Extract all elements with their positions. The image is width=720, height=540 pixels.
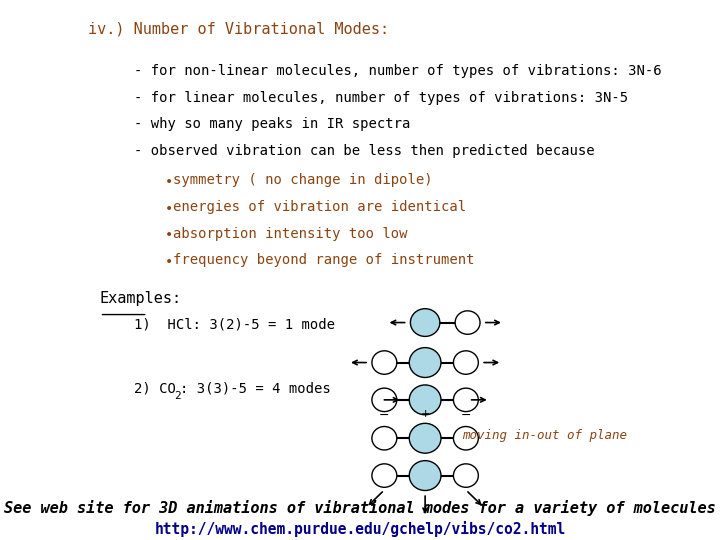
Circle shape <box>372 388 397 411</box>
Circle shape <box>454 351 478 374</box>
Text: •: • <box>165 175 173 189</box>
Text: 2: 2 <box>174 391 181 401</box>
Circle shape <box>372 427 397 450</box>
Text: •: • <box>165 255 173 269</box>
Text: Examples:: Examples: <box>99 291 181 306</box>
Text: - for linear molecules, number of types of vibrations: 3N-5: - for linear molecules, number of types … <box>133 91 628 105</box>
Circle shape <box>409 348 441 377</box>
Text: moving in-out of plane: moving in-out of plane <box>462 429 627 442</box>
Circle shape <box>410 309 440 336</box>
Text: symmetry ( no change in dipole): symmetry ( no change in dipole) <box>173 173 433 187</box>
Text: 2) CO: 2) CO <box>133 381 176 395</box>
Text: −: − <box>461 409 471 422</box>
Text: •: • <box>165 201 173 215</box>
Circle shape <box>409 385 441 415</box>
Circle shape <box>372 464 397 487</box>
Text: •: • <box>165 228 173 242</box>
Text: - why so many peaks in IR spectra: - why so many peaks in IR spectra <box>133 117 410 131</box>
Circle shape <box>409 461 441 490</box>
Circle shape <box>454 388 478 411</box>
Text: - observed vibration can be less then predicted because: - observed vibration can be less then pr… <box>133 144 594 158</box>
Text: - for non-linear molecules, number of types of vibrations: 3N-6: - for non-linear molecules, number of ty… <box>133 64 661 78</box>
Text: iv.) Number of Vibrational Modes:: iv.) Number of Vibrational Modes: <box>89 21 390 36</box>
Text: http://www.chem.purdue.edu/gchelp/vibs/co2.html: http://www.chem.purdue.edu/gchelp/vibs/c… <box>154 522 566 537</box>
Text: absorption intensity too low: absorption intensity too low <box>173 227 408 241</box>
Text: −: − <box>379 409 390 422</box>
Circle shape <box>409 423 441 453</box>
Circle shape <box>454 427 478 450</box>
Text: 1)  HCl: 3(2)-5 = 1 mode: 1) HCl: 3(2)-5 = 1 mode <box>133 317 335 331</box>
Text: +: + <box>420 409 430 419</box>
Text: frequency beyond range of instrument: frequency beyond range of instrument <box>173 253 474 267</box>
Circle shape <box>372 351 397 374</box>
Text: See web site for 3D animations of vibrational modes for a variety of molecules: See web site for 3D animations of vibrat… <box>4 500 716 516</box>
Circle shape <box>455 311 480 334</box>
Text: : 3(3)-5 = 4 modes: : 3(3)-5 = 4 modes <box>181 381 331 395</box>
Text: energies of vibration are identical: energies of vibration are identical <box>173 200 467 214</box>
Circle shape <box>454 464 478 487</box>
